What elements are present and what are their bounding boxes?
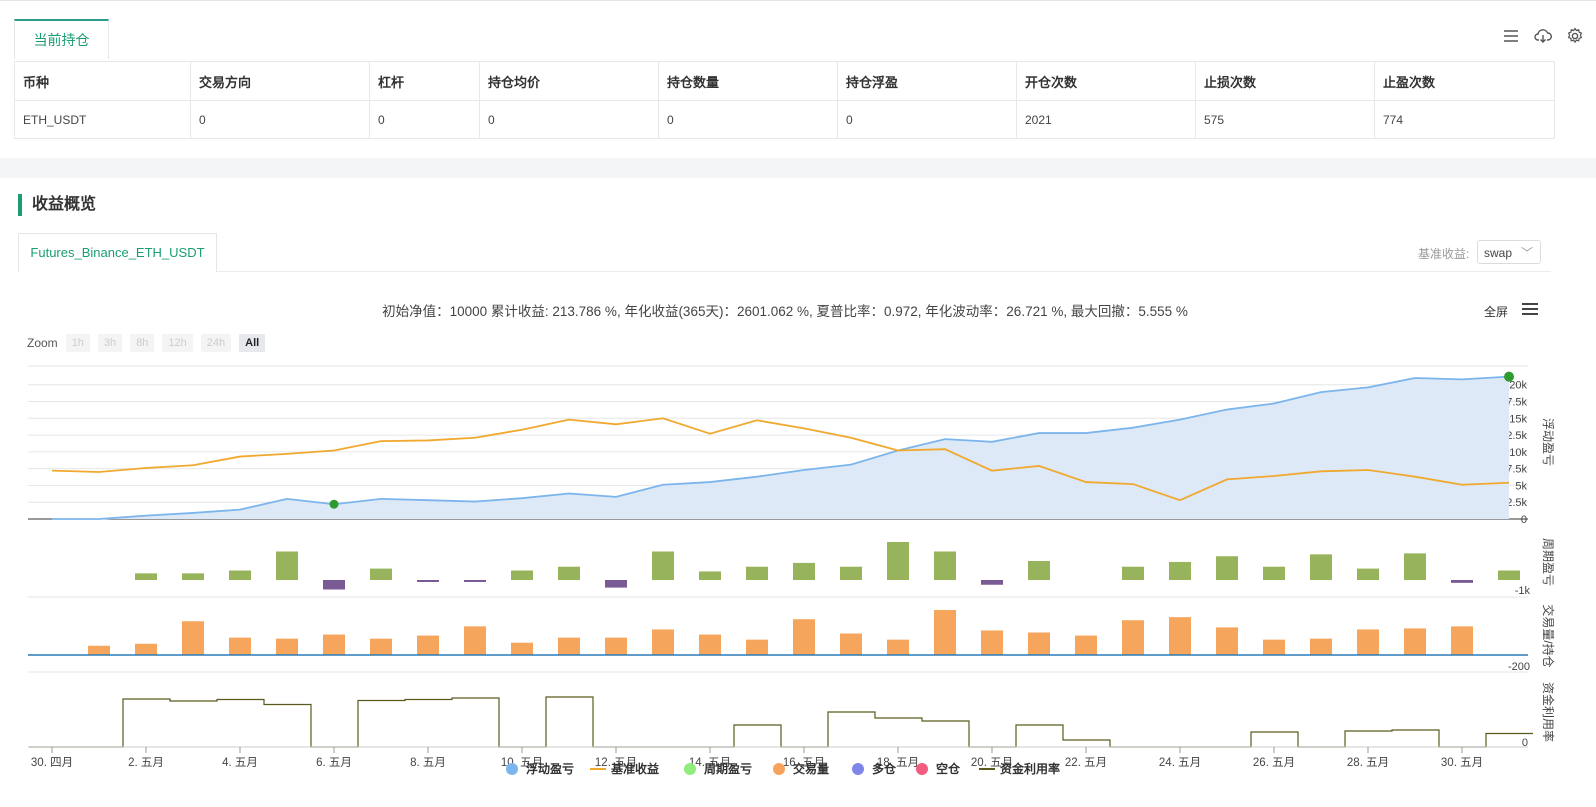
table-row: ETH_USDT 0 0 0 0 0 2021 575 774 — [14, 100, 1555, 139]
summary-stats: 初始净值：10000 累计收益: 213.786 %, 年化收益(365天)：2… — [382, 304, 1188, 319]
zoom-label: Zoom — [27, 336, 58, 350]
col-header: 持仓数量 — [658, 61, 838, 101]
cell: 0 — [369, 100, 480, 139]
tab-current-positions[interactable]: 当前持仓 — [14, 19, 109, 59]
col-header: 开仓次数 — [1016, 61, 1196, 101]
col-header: 杠杆 — [369, 61, 480, 101]
zoom-24h-button[interactable]: 24h — [200, 334, 232, 352]
tab-divider — [217, 271, 1551, 272]
zoom-1h-button[interactable]: 1h — [65, 334, 90, 352]
zoom-8h-button[interactable]: 8h — [130, 334, 155, 352]
zoom-12h-button[interactable]: 12h — [162, 334, 193, 352]
col-header: 交易方向 — [190, 61, 370, 101]
section-title: 收益概览 — [18, 194, 96, 216]
overview-card: 收益概览 Futures_Binance_ETH_USDT 基准收益: swap… — [0, 178, 1596, 807]
cell: 0 — [479, 100, 659, 139]
cell: 0 — [837, 100, 1017, 139]
cell: 0 — [658, 100, 838, 139]
cell: 575 — [1195, 100, 1375, 139]
chart-menu-icon[interactable] — [1521, 302, 1539, 316]
base-return-label: 基准收益: — [1418, 247, 1470, 261]
toolbar-icons — [1502, 27, 1584, 45]
col-header: 止盈次数 — [1374, 61, 1555, 101]
col-header: 持仓浮盈 — [837, 61, 1017, 101]
zoom-all-button[interactable]: All — [239, 334, 266, 352]
table-header-row: 币种 交易方向 杠杆 持仓均价 持仓数量 持仓浮盈 开仓次数 止损次数 止盈次数 — [14, 61, 1555, 101]
base-return-value: swap — [1484, 246, 1513, 260]
positions-card: 当前持仓 币种 交易方向 杠杆 持仓均价 持仓数量 持仓浮盈 开仓次数 止损次数… — [0, 0, 1596, 158]
col-header: 持仓均价 — [479, 61, 659, 101]
fullscreen-button[interactable]: 全屏 — [1484, 305, 1509, 319]
tab-futures-binance-eth[interactable]: Futures_Binance_ETH_USDT — [18, 233, 217, 272]
chevron-down-icon: ﹀ — [1520, 246, 1533, 260]
cell: 774 — [1374, 100, 1555, 139]
base-return-select[interactable]: swap ﹀ — [1477, 240, 1541, 264]
zoom-3h-button[interactable]: 3h — [97, 334, 123, 352]
col-header: 止损次数 — [1195, 61, 1375, 101]
cloud-download-icon[interactable] — [1534, 27, 1552, 45]
cell: ETH_USDT — [14, 100, 191, 139]
cell: 0 — [190, 100, 370, 139]
col-header: 币种 — [14, 61, 191, 101]
list-icon[interactable] — [1502, 27, 1520, 45]
gear-icon[interactable] — [1566, 27, 1584, 45]
cell: 2021 — [1016, 100, 1196, 139]
zoom-bar: Zoom 1h 3h 8h 12h 24h All — [27, 334, 266, 352]
positions-table: 币种 交易方向 杠杆 持仓均价 持仓数量 持仓浮盈 开仓次数 止损次数 止盈次数… — [14, 61, 1555, 139]
